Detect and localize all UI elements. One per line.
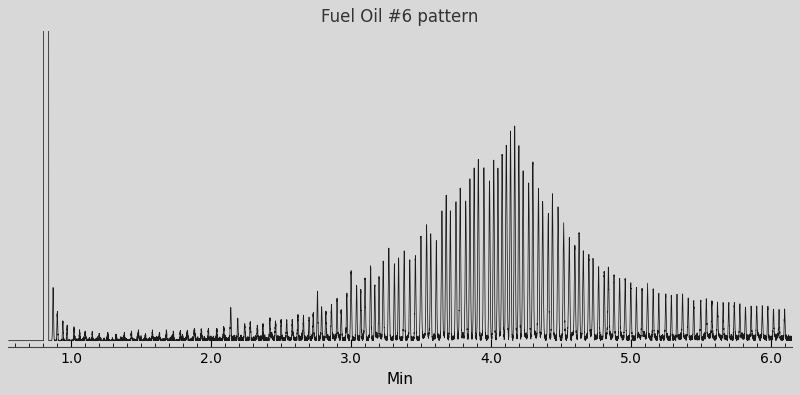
Title: Fuel Oil #6 pattern: Fuel Oil #6 pattern — [322, 8, 478, 26]
X-axis label: Min: Min — [386, 372, 414, 387]
